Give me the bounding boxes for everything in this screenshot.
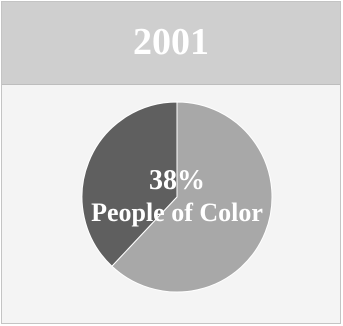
chart-header: 2001: [2, 2, 340, 85]
pie-slice-people-of-color: [81, 101, 178, 267]
pie-name-label: People of Color: [91, 198, 263, 227]
chart-title: 2001: [133, 21, 209, 63]
pie-value-label: 38%: [149, 165, 205, 196]
pie-slice-other: [111, 101, 273, 293]
chart-body: 38% People of Color: [2, 85, 340, 323]
pie-chart: 38% People of Color: [81, 101, 273, 293]
